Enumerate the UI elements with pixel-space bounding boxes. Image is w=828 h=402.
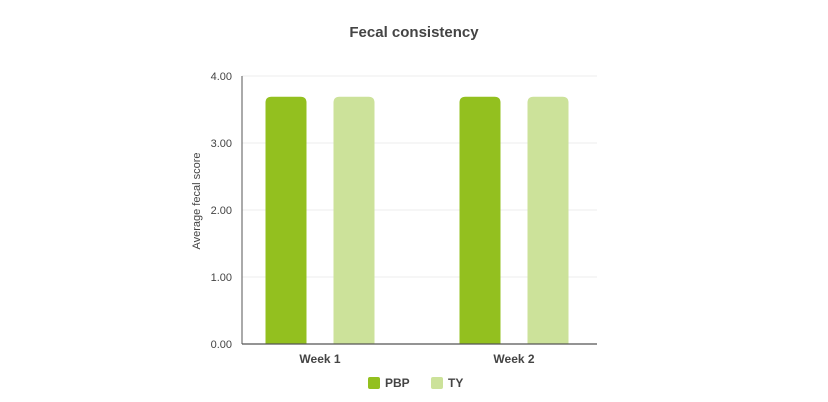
legend: PBP TY	[368, 376, 463, 390]
chart-title: Fecal consistency	[349, 24, 479, 41]
y-tick-label: 3.00	[211, 138, 232, 150]
bars	[265, 96, 569, 345]
y-tick-label: 0.00	[211, 339, 232, 351]
y-tick-label: 4.00	[211, 71, 232, 83]
legend-label-pbp: PBP	[385, 376, 410, 390]
x-tick-label: Week 2	[493, 352, 534, 366]
legend-label-ty: TY	[448, 376, 463, 390]
y-tick-label: 1.00	[211, 272, 232, 284]
bar-pbp-week-2	[459, 96, 501, 345]
y-tick-label: 2.00	[211, 205, 232, 217]
bar-pbp-week-1	[265, 96, 307, 345]
x-tick-label: Week 1	[299, 352, 340, 366]
tick-labels: 0.00 1.00 2.00 3.00 4.00 Week 1 Week 2	[211, 71, 535, 366]
bar-ty-week-2	[527, 96, 569, 345]
y-axis-title: Average fecal score	[191, 152, 203, 249]
bar-ty-week-1	[333, 96, 375, 345]
legend-swatch-ty	[431, 377, 443, 389]
axes	[241, 76, 597, 345]
legend-swatch-pbp	[368, 377, 380, 389]
